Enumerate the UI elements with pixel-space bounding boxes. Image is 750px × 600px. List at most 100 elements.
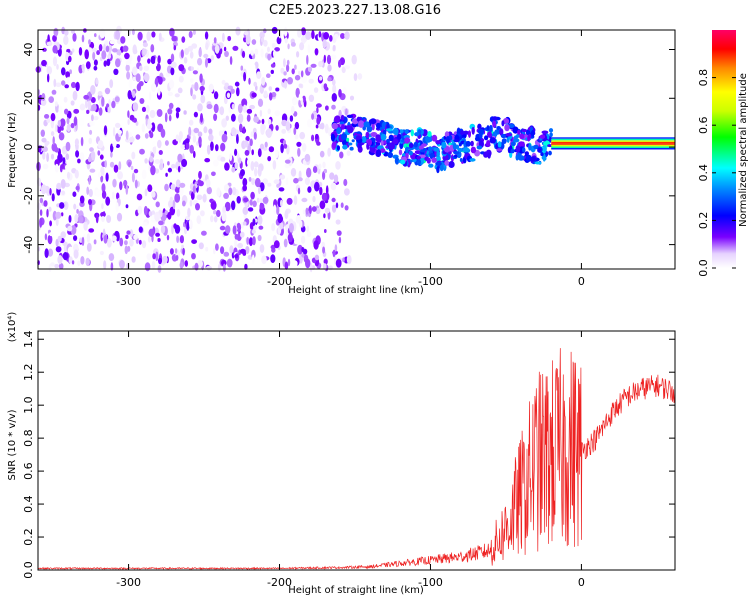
spectrogram-cell <box>231 113 236 122</box>
spectrogram-cell <box>158 257 162 265</box>
spectrogram-cell <box>164 112 168 123</box>
spectrogram-cell <box>292 252 298 258</box>
spectrogram-cell <box>341 66 346 74</box>
spectrogram-cell <box>190 78 194 83</box>
spectrogram-cell <box>501 120 505 127</box>
spectrogram-cell <box>210 55 215 61</box>
spectrogram-cell <box>86 186 90 195</box>
spectrogram-cell <box>208 128 213 135</box>
spectrogram-cell <box>315 133 319 140</box>
snr-y-tick-label: 0.4 <box>22 495 35 513</box>
spectrogram-cell <box>431 157 437 163</box>
spectrogram-cell <box>158 32 162 41</box>
spectrogram-cell <box>137 55 141 63</box>
spectrogram-cell <box>196 194 203 201</box>
spectrogram-cell <box>304 153 311 162</box>
spectrogram-cell <box>221 118 228 128</box>
colorbar-tick-label: 0.4 <box>697 164 710 182</box>
spectrogram-cell <box>184 138 190 144</box>
spectrogram-cell <box>55 238 59 247</box>
spectrogram-cell <box>229 245 234 254</box>
spectrogram-cell <box>336 145 340 151</box>
spectrogram-cell <box>392 127 399 135</box>
spectrogram-cell <box>88 228 95 233</box>
spectrogram-cell <box>141 123 145 133</box>
snr-y-tick-label: 1.4 <box>22 330 35 348</box>
snr-y-tick-label: 0.2 <box>22 528 35 546</box>
spectrogram-cell <box>293 195 298 206</box>
spectrogram-cell <box>351 54 357 65</box>
spectrogram-cell <box>334 115 341 123</box>
spectrogram-cell <box>315 103 322 108</box>
spectrogram-cell <box>245 135 250 142</box>
spectrogram-cell <box>271 91 277 98</box>
spectrogram-cell <box>70 122 75 129</box>
spectrogram-cell <box>349 95 355 101</box>
spectrogram-cell <box>198 136 202 145</box>
spectrogram-cell <box>311 206 317 212</box>
spectrogram-cell <box>116 212 123 222</box>
spectrogram-cell <box>366 125 373 133</box>
spectrogram-cell <box>346 137 350 142</box>
spectrogram-cell <box>53 27 59 37</box>
spectrogram-cell <box>221 133 228 143</box>
spectrogram-cell <box>79 195 85 204</box>
spectrogram-cell <box>504 124 510 132</box>
spectrogram-cell <box>541 130 549 134</box>
spectrogram-cell <box>154 211 161 222</box>
spectrogram-cell <box>180 49 184 59</box>
spectrogram-cell <box>65 141 71 152</box>
spectrogram-cell <box>167 211 172 220</box>
spectrogram-cell <box>410 129 414 137</box>
spectrogram-cell <box>176 235 180 243</box>
spectrogram-cell <box>91 47 98 53</box>
spectrogram-cell <box>72 191 77 197</box>
spectrogram-cell <box>308 94 315 103</box>
spectrogram-cell <box>146 123 153 130</box>
spectrogram-cell <box>301 197 308 203</box>
snr-y-axis-label: SNR (10 * v/v) <box>7 409 18 480</box>
spectrogram-cell <box>107 106 111 114</box>
spectrogram-cell <box>81 34 85 43</box>
spectrogram-cell <box>85 61 91 69</box>
spectrogram-cell <box>159 163 164 171</box>
spectrogram-cell <box>52 34 57 42</box>
spectrogram-cell <box>286 197 293 205</box>
spectrogram-cell <box>54 263 60 269</box>
spectrogram-cell <box>224 201 231 212</box>
spectrogram-cell <box>232 225 237 235</box>
spectrogram-cell <box>213 113 218 122</box>
snr-y-tick-label: 1.2 <box>22 363 35 381</box>
spectrogram-cell <box>301 27 306 36</box>
spectrogram-cell <box>247 207 254 212</box>
spectrogram-cell <box>456 127 461 136</box>
spectrogram-cell <box>93 239 97 245</box>
spectrogram-cell <box>487 152 491 159</box>
spectrogram-cell <box>205 42 209 50</box>
spectrogram-cell <box>253 81 257 87</box>
spectrogram-cell <box>343 178 348 187</box>
spectrogram-cell <box>89 120 94 127</box>
spectrogram-cell <box>57 235 62 242</box>
spectrogram-cell <box>268 146 275 153</box>
spectrogram-cell <box>489 137 497 144</box>
spectrogram-cell <box>144 133 149 139</box>
spectrogram-cell <box>484 135 489 141</box>
spectrogram-cell <box>276 205 280 215</box>
spectrogram-cell <box>124 240 128 246</box>
spectrogram-cell <box>131 151 136 160</box>
spectrogram-cell <box>168 102 174 109</box>
spectrogram-cell <box>463 130 469 135</box>
spectrogram-cell <box>479 132 483 139</box>
spectrogram-cell <box>144 188 148 197</box>
spectrogram-cell <box>324 207 330 214</box>
spectrogram-cell <box>44 248 49 259</box>
spectrogram-cell <box>128 79 133 89</box>
spectrogram-cell <box>270 69 274 74</box>
spectrogram-cell <box>101 183 106 193</box>
spectrogram-cell <box>40 184 47 195</box>
spectrogram-cell <box>188 126 192 137</box>
spectrogram-cell <box>105 172 109 182</box>
spectrogram-cell <box>217 263 221 272</box>
spectrogram-cell <box>66 117 70 125</box>
